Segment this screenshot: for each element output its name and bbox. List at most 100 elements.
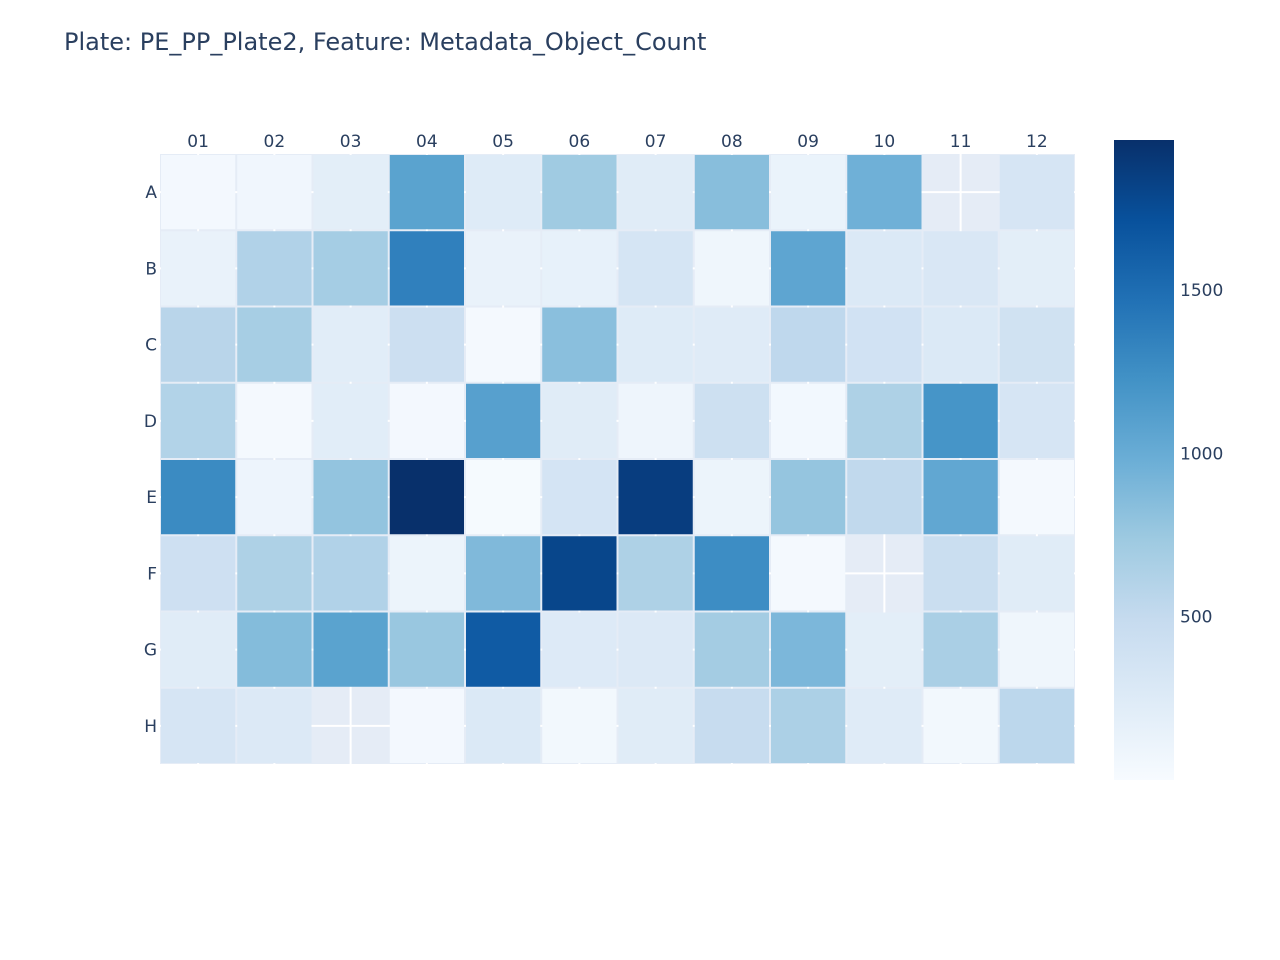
heatmap-cell-D08	[694, 383, 769, 458]
heatmap-cell-H07	[618, 688, 693, 763]
heatmap-cell-F08	[694, 536, 769, 611]
heatmap-cell-D05	[466, 383, 541, 458]
chart-title: Plate: PE_PP_Plate2, Feature: Metadata_O…	[64, 28, 707, 56]
x-tick-label: 12	[1026, 132, 1048, 152]
heatmap-cell-D02	[237, 383, 312, 458]
heatmap-cell-H12	[999, 688, 1074, 763]
x-tick-label: 02	[264, 132, 286, 152]
heatmap-cell-A03	[313, 155, 388, 230]
heatmap-cell-B11	[923, 231, 998, 306]
heatmap-cell-E06	[542, 460, 617, 535]
colorbar	[1114, 140, 1174, 780]
heatmap-cell-B02	[237, 231, 312, 306]
heatmap-cell-E09	[771, 460, 846, 535]
y-tick-label: C	[145, 336, 157, 356]
colorbar-tick-label: 500	[1180, 608, 1212, 628]
heatmap-cell-F09	[771, 536, 846, 611]
heatmap-cell-D07	[618, 383, 693, 458]
y-tick-label: H	[144, 717, 157, 737]
heatmap-cell-H10	[847, 688, 922, 763]
heatmap-cell-H09	[771, 688, 846, 763]
heatmap-cell-B06	[542, 231, 617, 306]
heatmap-cell-H08	[694, 688, 769, 763]
heatmap-cell-C06	[542, 307, 617, 382]
y-axis-ticks: A B C D E F G H	[144, 183, 158, 737]
x-axis-ticks: 01 02 03 04 05 06 07 08 09 10 11 12	[187, 132, 1047, 152]
heatmap-cell-F04	[389, 536, 464, 611]
heatmap-cell-C03	[313, 307, 388, 382]
heatmap-cell-C10	[847, 307, 922, 382]
heatmap-cell-C08	[694, 307, 769, 382]
heatmap-cell-A08	[694, 155, 769, 230]
x-tick-label: 08	[721, 132, 743, 152]
y-tick-label: G	[144, 641, 157, 661]
heatmap-cell-B03	[313, 231, 388, 306]
x-tick-label: 03	[340, 132, 362, 152]
heatmap-cell-B05	[466, 231, 541, 306]
x-tick-label: 11	[950, 132, 972, 152]
heatmap-cell-D04	[389, 383, 464, 458]
x-tick-label: 04	[416, 132, 438, 152]
y-tick-label: A	[145, 183, 157, 203]
heatmap-cell-E02	[237, 460, 312, 535]
heatmap-cell-B12	[999, 231, 1074, 306]
heatmap-cell-D12	[999, 383, 1074, 458]
heatmap-cell-G02	[237, 612, 312, 687]
x-tick-label: 07	[645, 132, 667, 152]
heatmap-cell-D03	[313, 383, 388, 458]
y-tick-label: B	[145, 259, 157, 279]
heatmap-cell-B04	[389, 231, 464, 306]
heatmap-cell-F12	[999, 536, 1074, 611]
heatmap-cell-C02	[237, 307, 312, 382]
y-tick-label: F	[147, 564, 157, 584]
heatmap-cell-F05	[466, 536, 541, 611]
heatmap-cell-G08	[694, 612, 769, 687]
heatmap-cell-E12	[999, 460, 1074, 535]
x-tick-label: 01	[187, 132, 209, 152]
heatmap-cell-G10	[847, 612, 922, 687]
heatmap-cell-C04	[389, 307, 464, 382]
heatmap-cell-A09	[771, 155, 846, 230]
heatmap-cell-G09	[771, 612, 846, 687]
x-tick-label: 05	[492, 132, 514, 152]
x-tick-label: 09	[797, 132, 819, 152]
heatmap-cell-F02	[237, 536, 312, 611]
heatmap-cell-E03	[313, 460, 388, 535]
heatmap-cell-G03	[313, 612, 388, 687]
heatmap-cell-D09	[771, 383, 846, 458]
heatmap-cell-D10	[847, 383, 922, 458]
colorbar-tick-label: 1000	[1180, 444, 1223, 464]
x-tick-label: 06	[569, 132, 591, 152]
heatmap-cell-B08	[694, 231, 769, 306]
heatmap-cell-E01	[161, 460, 236, 535]
heatmap-cell-C05	[466, 307, 541, 382]
heatmap-cell-C01	[161, 307, 236, 382]
heatmap-cell-B10	[847, 231, 922, 306]
heatmap-cell-A12	[999, 155, 1074, 230]
heatmap-cell-A05	[466, 155, 541, 230]
heatmap-cells	[161, 155, 1074, 763]
colorbar-ticks: 500 1000 1500	[1180, 281, 1223, 628]
heatmap-cell-A04	[389, 155, 464, 230]
heatmap-cell-F11	[923, 536, 998, 611]
heatmap-cell-H11	[923, 688, 998, 763]
heatmap-cell-F01	[161, 536, 236, 611]
heatmap-cell-A01	[161, 155, 236, 230]
heatmap-cell-G07	[618, 612, 693, 687]
heatmap-cell-G05	[466, 612, 541, 687]
heatmap-cell-B01	[161, 231, 236, 306]
heatmap-cell-F07	[618, 536, 693, 611]
heatmap-cell-G12	[999, 612, 1074, 687]
heatmap-cell-D11	[923, 383, 998, 458]
heatmap-cell-F06	[542, 536, 617, 611]
x-tick-label: 10	[874, 132, 896, 152]
heatmap-cell-E10	[847, 460, 922, 535]
heatmap-cell-G01	[161, 612, 236, 687]
heatmap-cell-H06	[542, 688, 617, 763]
heatmap-cell-H04	[389, 688, 464, 763]
heatmap-cell-D01	[161, 383, 236, 458]
heatmap-cell-H02	[237, 688, 312, 763]
heatmap-cell-E07	[618, 460, 693, 535]
heatmap-cell-G04	[389, 612, 464, 687]
heatmap-cell-A02	[237, 155, 312, 230]
